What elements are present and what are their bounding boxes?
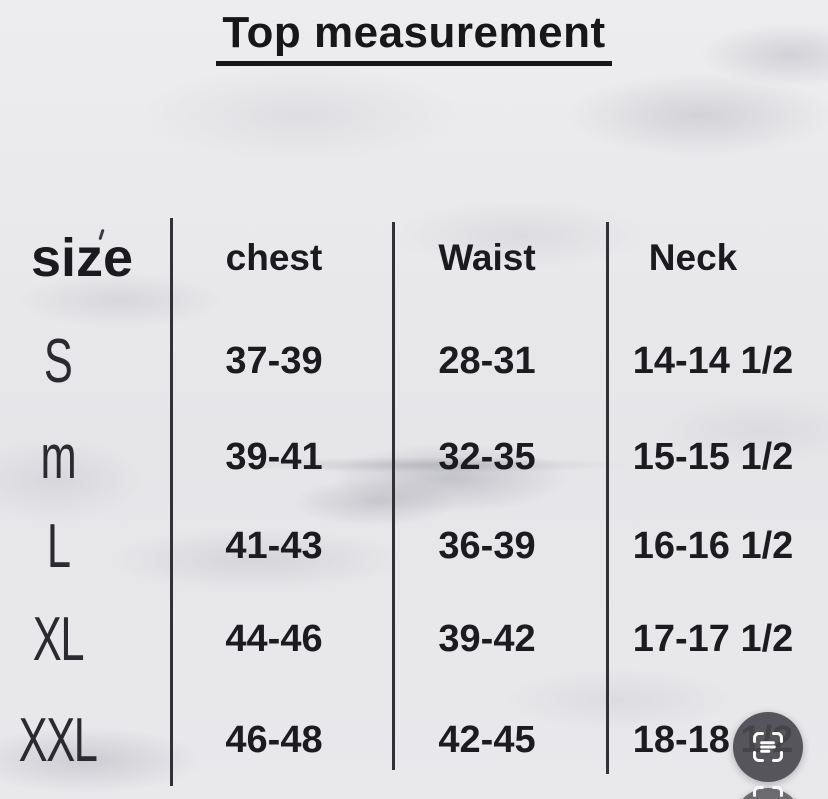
column-divider [606, 222, 609, 774]
page-title-wrap: Top measurement [0, 8, 828, 66]
header-chest: chest [225, 237, 323, 278]
neck-value: 16-16 1/2 [632, 524, 794, 567]
column-divider [170, 218, 173, 786]
row-label: S [0, 308, 172, 414]
column-divider [392, 222, 395, 770]
waist-value: 28-31 [438, 339, 536, 382]
size-chart-table: size chest Waist Neck S 37-39 28-31 14-1… [0, 208, 828, 794]
chest-value: 37-39 [225, 339, 323, 382]
neck-value: 17-17 1/2 [632, 617, 794, 660]
chest-value: 41-43 [225, 524, 323, 567]
chest-value: 46-48 [225, 718, 323, 761]
neck-value: 15-15 1/2 [632, 435, 794, 478]
waist-value: 39-42 [438, 617, 536, 660]
header-size: size [30, 228, 134, 288]
row-label: XL [0, 592, 172, 686]
row-label-text: L [46, 511, 71, 581]
page-title: Top measurement [216, 8, 612, 66]
waist-value: 42-45 [438, 718, 536, 761]
waist-value: 36-39 [438, 524, 536, 567]
row-label-text: XXL [19, 705, 98, 775]
scan-text-button[interactable] [733, 712, 803, 782]
row-label-text: XL [32, 604, 85, 674]
scan-text-icon [749, 728, 787, 766]
row-label: m [0, 414, 172, 500]
chest-value: 39-41 [225, 435, 323, 478]
row-label: XXL [0, 686, 172, 794]
waist-value: 32-35 [438, 435, 536, 478]
row-label-text: m [40, 422, 77, 492]
neck-value: 14-14 1/2 [632, 339, 794, 382]
row-label-text: S [44, 326, 73, 396]
scan-text-button-partial[interactable] [733, 786, 803, 799]
chest-value: 44-46 [225, 617, 323, 660]
header-neck: Neck [648, 237, 738, 278]
row-label: L [0, 500, 172, 592]
header-waist: Waist [438, 237, 536, 278]
